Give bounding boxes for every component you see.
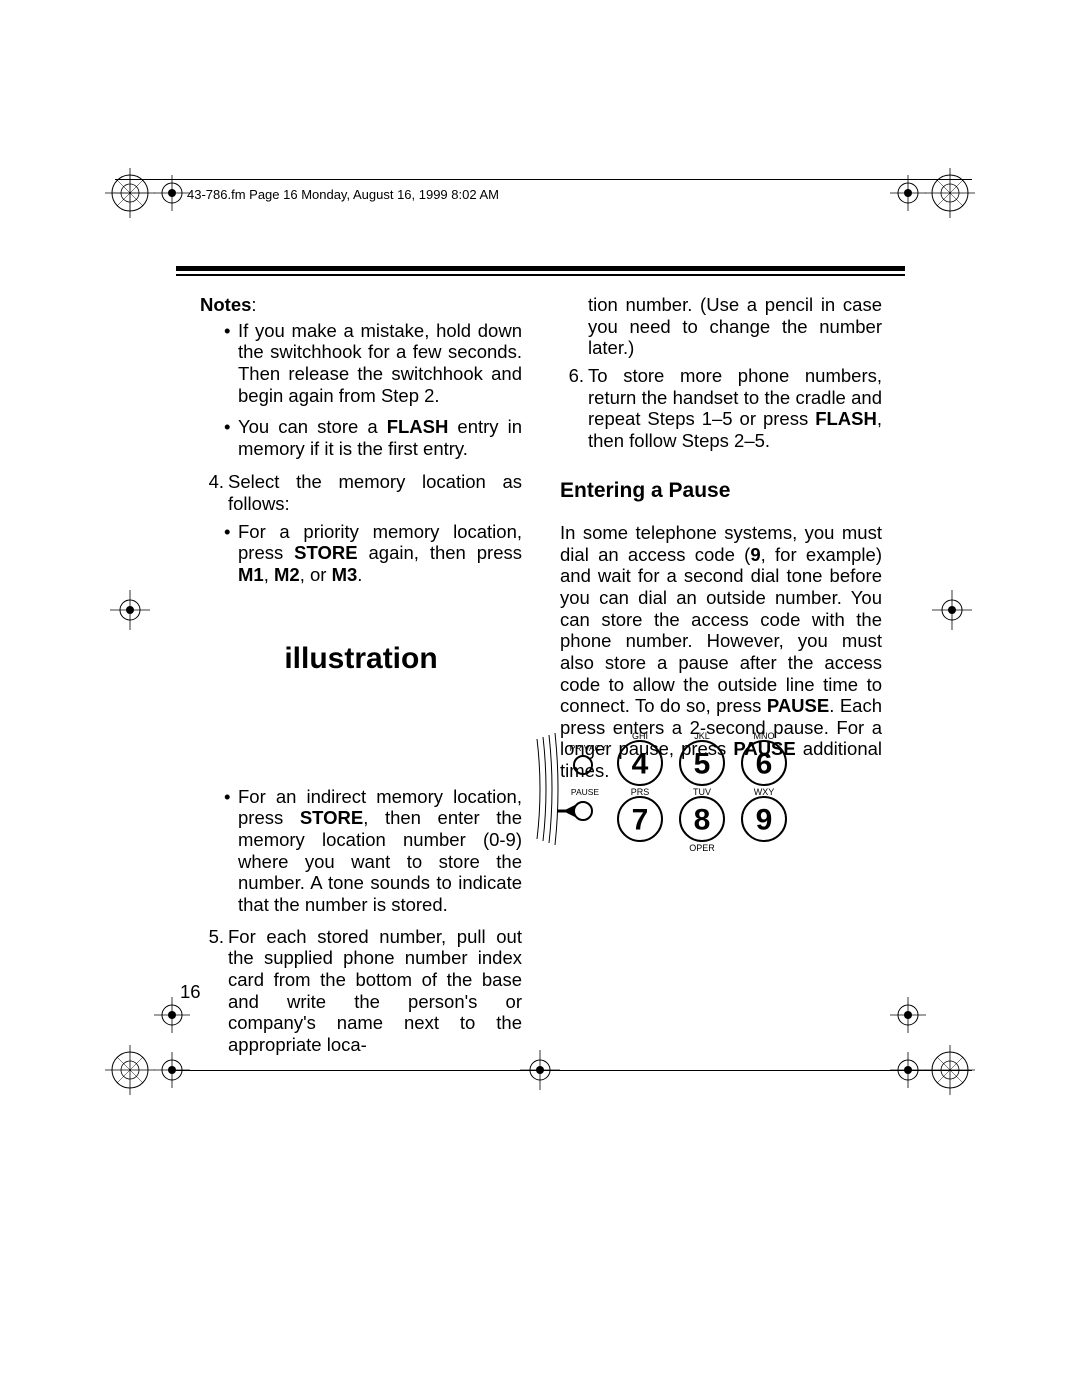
section-divider xyxy=(176,266,905,276)
keypad-ghi-label: GHI xyxy=(632,731,648,741)
keypad-8-digit: 8 xyxy=(694,804,711,837)
keypad-4-digit: 4 xyxy=(632,748,649,781)
running-header: 43-786.fm Page 16 Monday, August 16, 199… xyxy=(187,186,972,204)
step-4: 4. Select the memory location as follows… xyxy=(200,471,522,514)
illustration-placeholder: illustration xyxy=(200,641,522,676)
notes-heading: Notes: xyxy=(200,294,522,316)
keypad-wxy-label: WXY xyxy=(754,787,775,797)
keypad-9-digit: 9 xyxy=(756,804,773,837)
keypad-7-digit: 7 xyxy=(632,804,649,837)
crop-mark-mid-right xyxy=(922,580,982,640)
crop-mark-lower-right xyxy=(870,985,980,1045)
step-4-sub-1-text: For a priority memory location, press ST… xyxy=(238,521,522,586)
note-bullet-2-text: You can store a FLASH entry in memory if… xyxy=(238,416,522,459)
step-6: 6. To store more phone numbers, return t… xyxy=(560,365,882,452)
step-5-number: 5. xyxy=(200,926,228,1056)
crop-mark-mid-left xyxy=(100,580,160,640)
keypad-prs-label: PRS xyxy=(631,787,650,797)
right-column: tion number. (Use a pencil in case you n… xyxy=(560,294,882,1061)
note-bullet-1-text: If you make a mistake, hold down the swi… xyxy=(238,320,522,407)
keypad-mno-label: MNO xyxy=(754,731,775,741)
step-6-number: 6. xyxy=(560,365,588,452)
keypad-privacy-button xyxy=(574,756,592,774)
notes-label: Notes xyxy=(200,294,251,315)
step-5: 5. For each stored number, pull out the … xyxy=(200,926,522,1056)
step-4-sub-2: • For an indirect memory location, press… xyxy=(224,786,522,916)
keypad-pause-button xyxy=(574,802,592,820)
step-6-text: To store more phone numbers, return the … xyxy=(588,365,882,452)
step-4-sub-2-text: For an indirect memory location, press S… xyxy=(238,786,522,916)
keypad-oper-label: OPER xyxy=(689,843,715,853)
note-bullet-1: • If you make a mistake, hold down the s… xyxy=(224,320,522,407)
running-header-text: 43-786.fm Page 16 Monday, August 16, 199… xyxy=(187,187,499,202)
keypad-5-digit: 5 xyxy=(694,748,711,781)
section-heading-pause: Entering a Pause xyxy=(560,479,882,504)
note-bullet-2: • You can store a FLASH entry in memory … xyxy=(224,416,522,459)
step-4-number: 4. xyxy=(200,471,228,514)
step-5-continuation: tion number. (Use a pencil in case you n… xyxy=(560,294,882,359)
notes-bullets: • If you make a mistake, hold down the s… xyxy=(224,320,522,460)
keypad-6-digit: 6 xyxy=(756,748,773,781)
left-column: Notes: • If you make a mistake, hold dow… xyxy=(200,294,522,1061)
step-5-continuation-text: tion number. (Use a pencil in case you n… xyxy=(588,294,882,359)
keypad-tuv-label: TUV xyxy=(693,787,711,797)
bottom-crop-rule xyxy=(170,1070,972,1071)
keypad-illustration: PRIVACY PAUSE GHI JKL MNO 4 5 6 PRS TUV … xyxy=(535,729,885,859)
step-4-text: Select the memory location as follows: xyxy=(228,471,522,514)
notes-colon: : xyxy=(251,294,256,315)
header-rule xyxy=(115,179,972,180)
page-number: 16 xyxy=(180,981,201,1003)
step-4-sub-1: • For a priority memory location, press … xyxy=(224,521,522,586)
keypad-jkl-label: JKL xyxy=(694,731,710,741)
manual-page: 43-786.fm Page 16 Monday, August 16, 199… xyxy=(0,0,1080,1397)
content-columns: Notes: • If you make a mistake, hold dow… xyxy=(200,294,885,1061)
keypad-privacy-label: PRIVACY xyxy=(570,743,607,753)
keypad-pause-label: PAUSE xyxy=(571,787,600,797)
step-5-text: For each stored number, pull out the sup… xyxy=(228,926,522,1056)
